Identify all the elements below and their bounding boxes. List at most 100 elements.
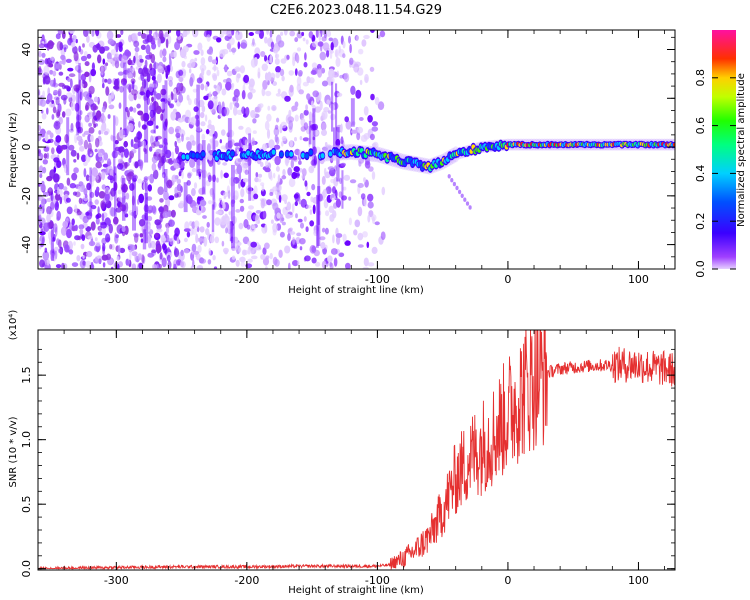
noise-blob (304, 180, 308, 187)
noise-blob (194, 57, 198, 62)
noise-blob (151, 104, 155, 111)
noise-blob (160, 113, 164, 121)
noise-blob (109, 244, 113, 250)
noise-blob (79, 145, 85, 152)
noise-blob (70, 101, 76, 111)
noise-blob (116, 224, 124, 235)
noise-blob (46, 107, 49, 115)
noise-blob (230, 236, 234, 244)
noise-blob (251, 255, 258, 260)
noise-blob (132, 107, 137, 113)
spectrogram-x-ticks: -300 -200 -100 0 100 (37, 30, 665, 286)
noise-blob (82, 260, 86, 266)
noise-blob (42, 159, 48, 165)
spectrogram-y-tick-label: -40 (20, 236, 33, 254)
noise-blob (40, 99, 46, 107)
noise-blob (124, 162, 130, 167)
noise-blob (269, 192, 274, 196)
noise-blob (79, 110, 83, 116)
snr-y-tick-label: 0.5 (20, 495, 33, 513)
noise-blob (282, 169, 286, 177)
ridge-core (289, 151, 294, 157)
noise-blob (212, 201, 217, 208)
noise-blob (367, 193, 374, 202)
noise-blob (231, 82, 235, 88)
noise-blob (146, 196, 153, 201)
noise-blob (167, 94, 172, 102)
noise-blob (43, 65, 50, 75)
noise-blob (236, 164, 243, 175)
noise-blob (321, 122, 327, 130)
noise-blob (46, 206, 52, 215)
noise-blob (181, 133, 184, 142)
noise-blob (350, 85, 356, 96)
noise-blob (143, 178, 148, 183)
colorbar-label: Normalized spectral amplitude (736, 73, 747, 227)
noise-blob (74, 87, 80, 92)
noise-blob (76, 255, 81, 262)
noise-blob (87, 97, 93, 105)
noise-blob (264, 167, 271, 173)
noise-blob (173, 263, 177, 269)
noise-blob (244, 139, 248, 147)
noise-blob (374, 221, 380, 226)
noise-blob (238, 222, 244, 230)
noise-blob (281, 217, 285, 222)
noise-blob (82, 79, 86, 85)
noise-blob (260, 254, 266, 260)
noise-blob (150, 129, 156, 134)
noise-blob (79, 228, 84, 235)
noise-blob (92, 44, 98, 53)
noise-streak (196, 84, 200, 176)
noise-blob (166, 226, 169, 235)
noise-blob (72, 35, 77, 40)
noise-blob (158, 264, 162, 269)
noise-blob (270, 174, 273, 181)
noise-blob (212, 174, 217, 183)
noise-blob (338, 252, 345, 258)
noise-streak (66, 117, 70, 176)
noise-blob (232, 96, 237, 103)
noise-blob (148, 83, 154, 92)
noise-blob (237, 158, 243, 163)
noise-blob (248, 32, 254, 36)
noise-blob (355, 89, 362, 99)
snr-x-tick-label: -300 (104, 574, 129, 587)
noise-streak (335, 83, 338, 151)
noise-blob (371, 121, 378, 127)
noise-blob (313, 130, 320, 136)
noise-blob (136, 103, 141, 109)
noise-blob (206, 34, 211, 42)
noise-blob (311, 183, 316, 191)
noise-blob (240, 188, 245, 198)
noise-blob (289, 84, 294, 93)
noise-blob (166, 254, 171, 262)
noise-blob (308, 111, 313, 122)
noise-blob (61, 30, 66, 39)
noise-blob (322, 30, 327, 36)
noise-blob (348, 35, 351, 44)
noise-blob (272, 223, 278, 233)
figure-title: C2E6.2023.048.11.54.G29 (270, 3, 442, 18)
noise-blob (201, 68, 205, 76)
noise-blob (149, 67, 156, 77)
noise-blob (270, 41, 275, 49)
noise-blob (57, 90, 61, 97)
noise-blob (236, 149, 240, 155)
noise-blob (93, 96, 99, 103)
noise-blob (310, 70, 317, 75)
noise-blob (265, 90, 272, 97)
noise-blob (152, 263, 158, 269)
noise-blob (293, 193, 299, 199)
noise-streak (317, 186, 321, 246)
noise-blob (342, 233, 347, 243)
noise-blob (336, 92, 343, 97)
noise-blob (349, 57, 354, 65)
noise-blob (176, 30, 181, 37)
noise-blob (281, 141, 284, 147)
noise-blob (129, 183, 135, 191)
noise-blob (272, 81, 278, 86)
noise-blob (87, 235, 94, 240)
noise-streak (162, 85, 165, 175)
spectrogram-x-tick-label: 0 (504, 273, 511, 286)
